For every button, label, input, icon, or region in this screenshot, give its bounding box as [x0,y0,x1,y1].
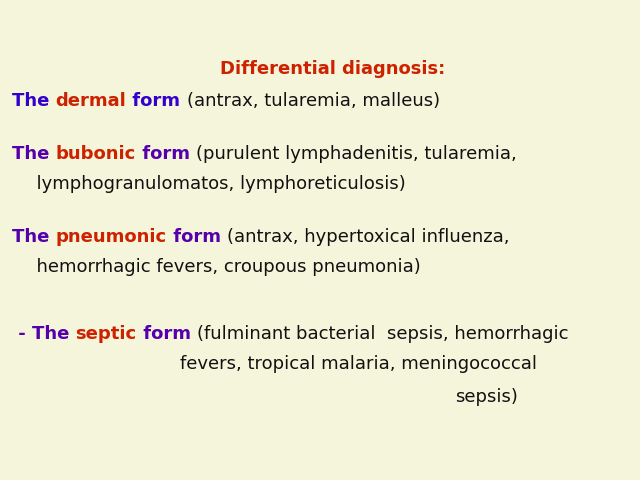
Text: bubonic: bubonic [56,145,136,163]
Text: septic: septic [76,325,137,343]
Text: The: The [12,92,56,110]
Text: form: form [167,228,227,246]
Text: (antrax, tularemia, malleus): (antrax, tularemia, malleus) [187,92,440,110]
Text: (antrax, hypertoxical influenza,: (antrax, hypertoxical influenza, [227,228,509,246]
Text: The: The [12,145,56,163]
Text: hemorrhagic fevers, croupous pneumonia): hemorrhagic fevers, croupous pneumonia) [25,258,420,276]
Text: - The: - The [12,325,76,343]
Text: The: The [12,228,56,246]
Text: Differential diagnosis:: Differential diagnosis: [220,60,445,78]
Text: form: form [137,325,197,343]
Text: pneumonic: pneumonic [56,228,167,246]
Text: form: form [126,92,187,110]
Text: lymphogranulomatos, lymphoreticulosis): lymphogranulomatos, lymphoreticulosis) [25,175,406,193]
Text: (purulent lymphadenitis, tularemia,: (purulent lymphadenitis, tularemia, [196,145,517,163]
Text: sepsis): sepsis) [455,388,518,406]
Text: form: form [136,145,196,163]
Text: (fulminant bacterial  sepsis, hemorrhagic: (fulminant bacterial sepsis, hemorrhagic [197,325,568,343]
Text: dermal: dermal [56,92,126,110]
Text: fevers, tropical malaria, meningococcal: fevers, tropical malaria, meningococcal [180,355,537,373]
